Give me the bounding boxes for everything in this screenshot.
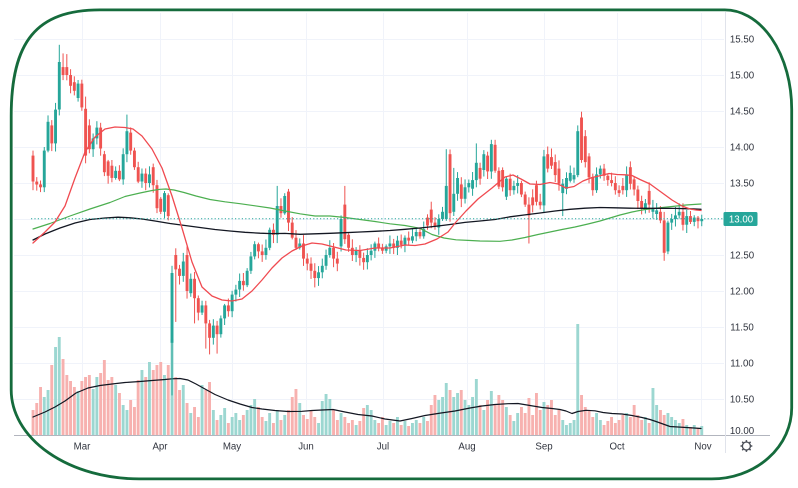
svg-text:11.00: 11.00	[730, 359, 754, 370]
svg-text:Nov: Nov	[694, 442, 711, 453]
svg-text:10.50: 10.50	[730, 395, 755, 406]
svg-text:14.50: 14.50	[730, 107, 755, 118]
svg-text:13.00: 13.00	[729, 215, 754, 226]
svg-text:15.50: 15.50	[730, 35, 755, 46]
svg-text:12.00: 12.00	[730, 287, 755, 298]
svg-text:13.50: 13.50	[730, 179, 755, 190]
svg-text:May: May	[223, 442, 241, 453]
svg-text:12.50: 12.50	[730, 251, 755, 262]
svg-text:Jun: Jun	[298, 442, 314, 453]
svg-text:Oct: Oct	[609, 442, 624, 453]
svg-text:Sep: Sep	[535, 442, 552, 453]
svg-text:10.00: 10.00	[730, 426, 755, 437]
svg-text:Jul: Jul	[377, 442, 389, 453]
svg-text:15.00: 15.00	[730, 71, 755, 82]
svg-text:11.50: 11.50	[730, 323, 754, 334]
svg-text:Mar: Mar	[74, 442, 91, 453]
svg-text:Apr: Apr	[152, 442, 168, 453]
svg-text:14.00: 14.00	[730, 143, 755, 154]
svg-text:Aug: Aug	[458, 442, 475, 453]
